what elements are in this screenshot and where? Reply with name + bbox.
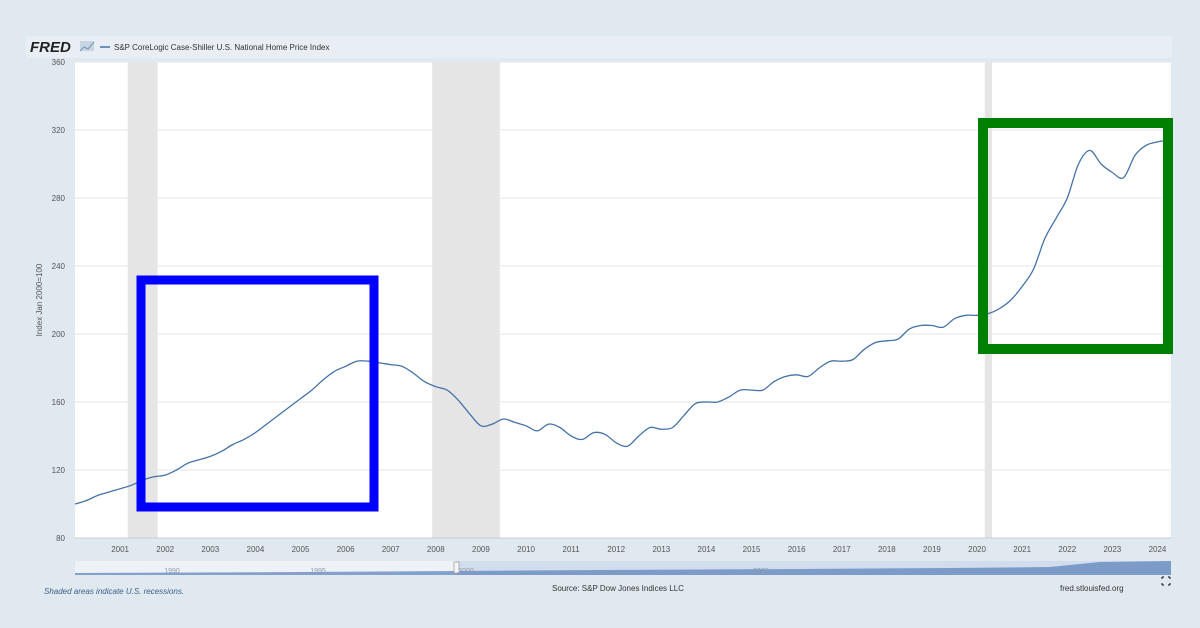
- y-tick-label: 120: [52, 466, 66, 475]
- recession-note: Shaded areas indicate U.S. recessions.: [44, 587, 185, 596]
- plot-area: [75, 62, 1171, 538]
- y-tick-label: 280: [52, 194, 66, 203]
- navigator-handle-left[interactable]: [453, 561, 460, 574]
- y-tick-label: 160: [52, 398, 66, 407]
- source-text: Source: S&P Dow Jones Indices LLC: [552, 584, 684, 593]
- y-axis-label: Index Jan 2000=100: [35, 263, 44, 336]
- annotation-box-blue: [136, 275, 379, 512]
- navigator-label: 2000: [458, 568, 474, 575]
- navigator-label: 2005: [753, 568, 769, 575]
- fullscreen-icon[interactable]: [1161, 576, 1171, 586]
- x-tick-label: 2014: [698, 545, 716, 554]
- x-tick-label: 2001: [111, 545, 129, 554]
- fred-logo: FRED: [30, 39, 71, 56]
- y-tick-label: 240: [52, 262, 66, 271]
- x-tick-label: 2024: [1149, 545, 1167, 554]
- x-tick-label: 2008: [427, 545, 445, 554]
- navigator-label: 1995: [310, 568, 326, 575]
- x-tick-label: 2011: [563, 545, 581, 554]
- x-tick-label: 2003: [201, 545, 219, 554]
- annotation-box-green: [978, 118, 1173, 354]
- x-tick-label: 2004: [247, 545, 265, 554]
- x-tick-label: 2016: [788, 545, 806, 554]
- y-tick-label: 320: [52, 126, 66, 135]
- y-tick-label: 80: [56, 534, 65, 543]
- site-text[interactable]: fred.stlouisfed.org: [1060, 584, 1124, 593]
- x-tick-label: 2009: [472, 545, 490, 554]
- fred-logo-graph-icon: [79, 41, 95, 52]
- x-tick-label: 2012: [607, 545, 625, 554]
- recession-band: [984, 62, 992, 538]
- y-tick-label: 200: [52, 330, 66, 339]
- y-tick-label: 360: [52, 58, 66, 67]
- x-tick-label: 2022: [1058, 545, 1076, 554]
- x-tick-label: 2020: [968, 545, 986, 554]
- x-tick-label: 2017: [833, 545, 851, 554]
- x-tick-label: 2002: [156, 545, 174, 554]
- x-tick-label: 2007: [382, 545, 400, 554]
- x-tick-label: 2021: [1013, 545, 1031, 554]
- x-tick-label: 2010: [517, 545, 535, 554]
- navigator-label: 1990: [164, 568, 180, 575]
- header-bar: [26, 36, 1172, 58]
- x-tick-label: 2005: [292, 545, 310, 554]
- x-tick-label: 2015: [743, 545, 761, 554]
- x-tick-label: 2019: [923, 545, 941, 554]
- legend-label: S&P CoreLogic Case-Shiller U.S. National…: [114, 43, 330, 52]
- x-tick-label: 2018: [878, 545, 896, 554]
- navigator-area: [75, 561, 1171, 575]
- x-tick-label: 2013: [652, 545, 670, 554]
- recession-band: [432, 62, 500, 538]
- x-tick-label: 2006: [337, 545, 355, 554]
- x-tick-label: 2023: [1103, 545, 1121, 554]
